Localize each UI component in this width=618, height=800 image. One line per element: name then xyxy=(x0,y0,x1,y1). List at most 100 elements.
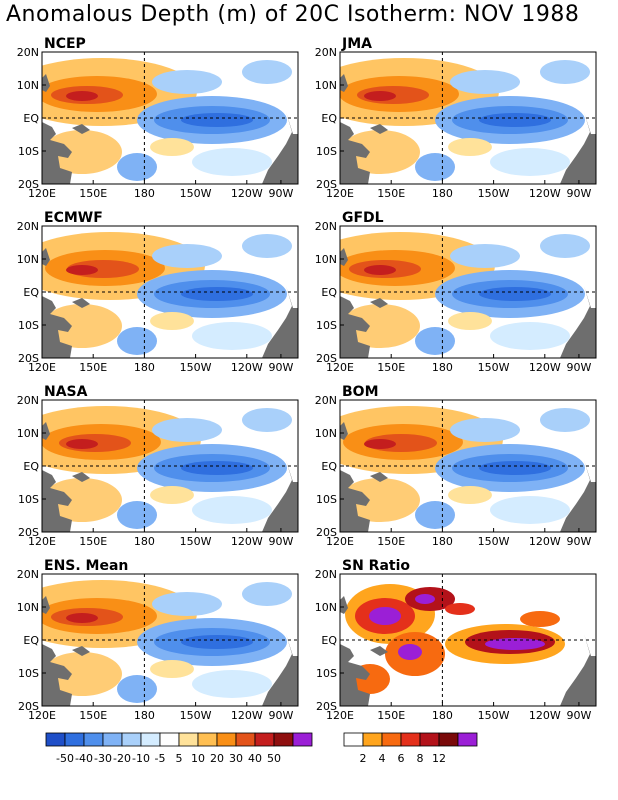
lon-tick-label: 150W xyxy=(180,535,212,548)
australia-land xyxy=(42,644,72,706)
colorbar-label: 20 xyxy=(210,752,224,765)
south-america-land xyxy=(560,112,596,184)
lat-tick-label: 10S xyxy=(316,319,337,332)
lat-tick-label: EQ xyxy=(23,634,39,647)
lon-tick-label: 90W xyxy=(268,535,293,548)
lat-tick-label: 20S xyxy=(18,352,39,365)
lat-tick-label: 10N xyxy=(17,601,39,614)
panel-title: ECMWF xyxy=(44,210,103,226)
colorbar-sn-ratio: 2 4 6 8 12 xyxy=(343,732,478,765)
lat-tick-label: 10S xyxy=(316,667,337,680)
lat-tick-label: 10N xyxy=(315,79,337,92)
colorbar-label: -30 xyxy=(94,752,112,765)
lon-tick-label: 180 xyxy=(134,187,155,200)
new-guinea-land xyxy=(72,124,90,134)
south-america-land xyxy=(262,286,298,358)
philippines-land xyxy=(42,74,50,92)
lat-tick-label: 10S xyxy=(18,667,39,680)
new-guinea-land xyxy=(72,646,90,656)
lat-tick-label: 10S xyxy=(316,493,337,506)
panel-title: GFDL xyxy=(342,210,384,226)
lat-tick-label: 20N xyxy=(17,394,39,407)
lat-tick-label: 10S xyxy=(316,145,337,158)
colorbar-label: 10 xyxy=(191,752,205,765)
new-guinea-land xyxy=(370,646,388,656)
colorbar-swatch xyxy=(216,732,237,747)
colorbar-anomaly: -50 -40 -30 -20 -10 -5 5 10 20 30 40 50 xyxy=(45,732,313,765)
lat-tick-label: 20S xyxy=(18,526,39,539)
lon-tick-label: 150E xyxy=(79,535,107,548)
lon-tick-label: 120E xyxy=(28,709,56,722)
lon-tick-label: 120W xyxy=(231,535,263,548)
colorbar-swatch xyxy=(273,732,294,747)
lat-tick-label: EQ xyxy=(321,286,337,299)
colorbar-label: 4 xyxy=(379,752,386,765)
lat-tick-label: 10S xyxy=(18,493,39,506)
lon-tick-label: 120E xyxy=(28,187,56,200)
lon-tick-label: 180 xyxy=(432,535,453,548)
lon-tick-label: 120W xyxy=(529,709,561,722)
new-guinea-land xyxy=(370,472,388,482)
lon-tick-label: 90W xyxy=(268,709,293,722)
lon-tick-label: 120E xyxy=(28,361,56,374)
philippines-land xyxy=(340,596,348,614)
new-guinea-land xyxy=(370,298,388,308)
lon-tick-label: 120W xyxy=(231,361,263,374)
lon-tick-label: 120W xyxy=(529,187,561,200)
lon-tick-label: 150E xyxy=(377,535,405,548)
australia-land xyxy=(42,122,72,184)
colorbar-swatch xyxy=(45,732,66,747)
lon-tick-label: 150E xyxy=(79,361,107,374)
lat-tick-label: 20N xyxy=(17,220,39,233)
panel-title: SN Ratio xyxy=(342,558,410,574)
lat-tick-label: 10S xyxy=(18,145,39,158)
lat-tick-label: EQ xyxy=(23,460,39,473)
lat-tick-label: 20N xyxy=(315,46,337,59)
lat-tick-label: 20S xyxy=(316,352,337,365)
australia-land xyxy=(340,470,370,532)
colorbar-label: -5 xyxy=(155,752,166,765)
colorbar-label: 30 xyxy=(229,752,243,765)
lat-tick-label: 20S xyxy=(316,178,337,191)
colorbar-swatch xyxy=(292,732,313,747)
lat-tick-label: 20S xyxy=(18,700,39,713)
colorbar-label: 40 xyxy=(248,752,262,765)
lon-tick-label: 150E xyxy=(377,709,405,722)
lon-tick-label: 150W xyxy=(478,709,510,722)
colorbar-label: -40 xyxy=(75,752,93,765)
lon-tick-label: 120E xyxy=(326,361,354,374)
lon-tick-label: 90W xyxy=(566,709,591,722)
colorbar-swatch xyxy=(83,732,104,747)
colorbar-label: 6 xyxy=(398,752,405,765)
lon-tick-label: 150W xyxy=(478,361,510,374)
figure-title: Anomalous Depth (m) of 20C Isotherm: NOV… xyxy=(6,2,580,27)
colorbar-label: -20 xyxy=(113,752,131,765)
lon-tick-label: 90W xyxy=(268,187,293,200)
lat-tick-label: EQ xyxy=(23,112,39,125)
lat-tick-label: EQ xyxy=(321,112,337,125)
field-shading xyxy=(42,400,298,532)
colorbar-swatch xyxy=(419,732,440,747)
south-america-land xyxy=(262,634,298,706)
panel-title: NASA xyxy=(44,384,88,400)
lon-tick-label: 150W xyxy=(180,709,212,722)
colorbar-label: 12 xyxy=(432,752,446,765)
field-shading xyxy=(42,226,298,358)
colorbar-label: 2 xyxy=(360,752,367,765)
lon-tick-label: 180 xyxy=(134,361,155,374)
lon-tick-label: 180 xyxy=(134,535,155,548)
philippines-land xyxy=(340,74,348,92)
lon-tick-label: 90W xyxy=(566,361,591,374)
south-america-land xyxy=(560,460,596,532)
colorbar-swatch xyxy=(178,732,199,747)
lon-tick-label: 180 xyxy=(432,361,453,374)
south-america-land xyxy=(560,634,596,706)
lat-tick-label: 20N xyxy=(315,220,337,233)
lon-tick-label: 180 xyxy=(432,709,453,722)
colorbar-swatch xyxy=(197,732,218,747)
lat-tick-label: EQ xyxy=(321,460,337,473)
lon-tick-label: 150E xyxy=(79,187,107,200)
lon-tick-label: 150E xyxy=(377,187,405,200)
